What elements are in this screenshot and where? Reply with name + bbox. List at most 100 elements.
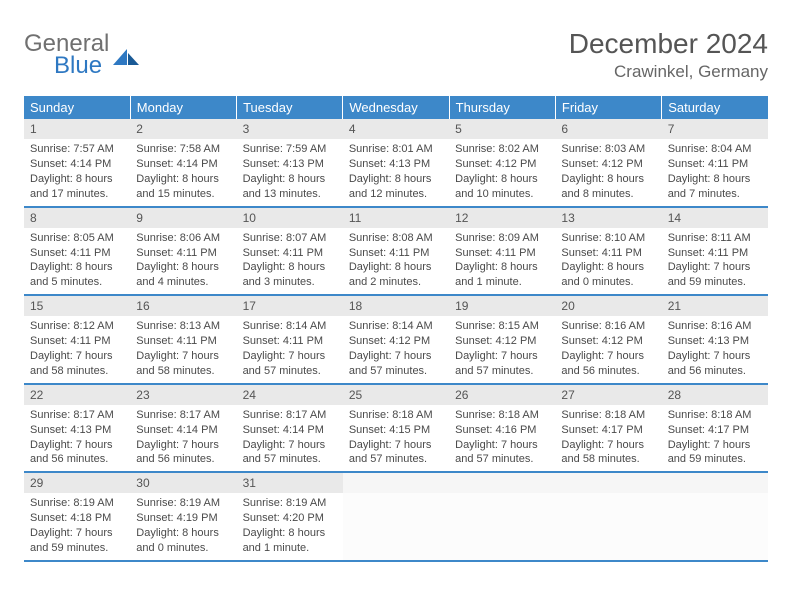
- weekday-header: Saturday: [662, 96, 768, 119]
- calendar-day-cell: 9Sunrise: 8:06 AMSunset: 4:11 PMDaylight…: [130, 207, 236, 296]
- day-details: Sunrise: 8:11 AMSunset: 4:11 PMDaylight:…: [662, 228, 768, 294]
- sunset-text: Sunset: 4:11 PM: [136, 246, 230, 261]
- daylight-line1: Daylight: 7 hours: [668, 349, 762, 364]
- day-details: Sunrise: 8:19 AMSunset: 4:18 PMDaylight:…: [24, 493, 130, 559]
- day-details: Sunrise: 8:08 AMSunset: 4:11 PMDaylight:…: [343, 228, 449, 294]
- daylight-line2: and 1 minute.: [243, 541, 337, 556]
- day-number: 30: [130, 473, 236, 493]
- calendar-day-cell: 18Sunrise: 8:14 AMSunset: 4:12 PMDayligh…: [343, 295, 449, 384]
- daylight-line2: and 4 minutes.: [136, 275, 230, 290]
- daylight-line2: and 58 minutes.: [30, 364, 124, 379]
- sunrise-text: Sunrise: 8:07 AM: [243, 231, 337, 246]
- sunrise-text: Sunrise: 8:05 AM: [30, 231, 124, 246]
- daylight-line2: and 57 minutes.: [349, 452, 443, 467]
- sunset-text: Sunset: 4:11 PM: [30, 246, 124, 261]
- day-details: Sunrise: 8:19 AMSunset: 4:20 PMDaylight:…: [237, 493, 343, 559]
- day-details: Sunrise: 8:18 AMSunset: 4:15 PMDaylight:…: [343, 405, 449, 471]
- logo-blue: Blue: [54, 54, 109, 78]
- sunrise-text: Sunrise: 7:57 AM: [30, 142, 124, 157]
- day-number: 9: [130, 208, 236, 228]
- daylight-line1: Daylight: 8 hours: [455, 260, 549, 275]
- calendar-day-cell: 29Sunrise: 8:19 AMSunset: 4:18 PMDayligh…: [24, 472, 130, 561]
- daylight-line2: and 57 minutes.: [243, 452, 337, 467]
- sunset-text: Sunset: 4:14 PM: [30, 157, 124, 172]
- logo-text-block: General Blue: [24, 32, 109, 78]
- daylight-line1: Daylight: 8 hours: [30, 260, 124, 275]
- daylight-line2: and 7 minutes.: [668, 187, 762, 202]
- daylight-line1: Daylight: 8 hours: [668, 172, 762, 187]
- day-details: Sunrise: 8:06 AMSunset: 4:11 PMDaylight:…: [130, 228, 236, 294]
- sunrise-text: Sunrise: 8:17 AM: [243, 408, 337, 423]
- calendar-day-cell: 19Sunrise: 8:15 AMSunset: 4:12 PMDayligh…: [449, 295, 555, 384]
- day-details: Sunrise: 8:04 AMSunset: 4:11 PMDaylight:…: [662, 139, 768, 205]
- day-number: 28: [662, 385, 768, 405]
- calendar-week-row: 1Sunrise: 7:57 AMSunset: 4:14 PMDaylight…: [24, 119, 768, 207]
- daylight-line1: Daylight: 7 hours: [349, 438, 443, 453]
- daylight-line1: Daylight: 8 hours: [243, 526, 337, 541]
- sunrise-text: Sunrise: 8:10 AM: [561, 231, 655, 246]
- sunrise-text: Sunrise: 8:16 AM: [561, 319, 655, 334]
- daylight-line1: Daylight: 8 hours: [136, 526, 230, 541]
- calendar-body: 1Sunrise: 7:57 AMSunset: 4:14 PMDaylight…: [24, 119, 768, 561]
- day-number: 29: [24, 473, 130, 493]
- daylight-line1: Daylight: 8 hours: [30, 172, 124, 187]
- sunset-text: Sunset: 4:13 PM: [349, 157, 443, 172]
- calendar-head: SundayMondayTuesdayWednesdayThursdayFrid…: [24, 96, 768, 119]
- day-number: [343, 473, 449, 493]
- sunrise-text: Sunrise: 7:58 AM: [136, 142, 230, 157]
- daylight-line1: Daylight: 8 hours: [243, 260, 337, 275]
- day-details: Sunrise: 7:59 AMSunset: 4:13 PMDaylight:…: [237, 139, 343, 205]
- sunset-text: Sunset: 4:12 PM: [455, 157, 549, 172]
- daylight-line2: and 0 minutes.: [136, 541, 230, 556]
- sunrise-text: Sunrise: 8:18 AM: [455, 408, 549, 423]
- day-number: [449, 473, 555, 493]
- daylight-line2: and 58 minutes.: [561, 452, 655, 467]
- sunset-text: Sunset: 4:17 PM: [561, 423, 655, 438]
- daylight-line2: and 57 minutes.: [455, 364, 549, 379]
- day-number: 31: [237, 473, 343, 493]
- calendar-day-cell: 4Sunrise: 8:01 AMSunset: 4:13 PMDaylight…: [343, 119, 449, 207]
- daylight-line2: and 59 minutes.: [668, 452, 762, 467]
- daylight-line1: Daylight: 7 hours: [349, 349, 443, 364]
- sunset-text: Sunset: 4:11 PM: [243, 334, 337, 349]
- day-details: Sunrise: 8:09 AMSunset: 4:11 PMDaylight:…: [449, 228, 555, 294]
- calendar-day-cell: 11Sunrise: 8:08 AMSunset: 4:11 PMDayligh…: [343, 207, 449, 296]
- calendar-week-row: 22Sunrise: 8:17 AMSunset: 4:13 PMDayligh…: [24, 384, 768, 473]
- day-number: 10: [237, 208, 343, 228]
- sunrise-text: Sunrise: 8:18 AM: [561, 408, 655, 423]
- calendar-day-cell: 20Sunrise: 8:16 AMSunset: 4:12 PMDayligh…: [555, 295, 661, 384]
- daylight-line2: and 58 minutes.: [136, 364, 230, 379]
- sunset-text: Sunset: 4:11 PM: [668, 157, 762, 172]
- sunset-text: Sunset: 4:12 PM: [349, 334, 443, 349]
- calendar-day-cell: 22Sunrise: 8:17 AMSunset: 4:13 PMDayligh…: [24, 384, 130, 473]
- daylight-line1: Daylight: 7 hours: [30, 349, 124, 364]
- day-number: 2: [130, 119, 236, 139]
- sunset-text: Sunset: 4:20 PM: [243, 511, 337, 526]
- daylight-line2: and 15 minutes.: [136, 187, 230, 202]
- daylight-line1: Daylight: 7 hours: [455, 438, 549, 453]
- daylight-line1: Daylight: 8 hours: [561, 260, 655, 275]
- day-number: 16: [130, 296, 236, 316]
- daylight-line1: Daylight: 7 hours: [668, 438, 762, 453]
- sunrise-text: Sunrise: 7:59 AM: [243, 142, 337, 157]
- day-details: Sunrise: 8:18 AMSunset: 4:16 PMDaylight:…: [449, 405, 555, 471]
- sunset-text: Sunset: 4:19 PM: [136, 511, 230, 526]
- calendar-day-cell: 31Sunrise: 8:19 AMSunset: 4:20 PMDayligh…: [237, 472, 343, 561]
- daylight-line2: and 10 minutes.: [455, 187, 549, 202]
- daylight-line1: Daylight: 8 hours: [136, 172, 230, 187]
- day-number: 17: [237, 296, 343, 316]
- calendar-day-cell: 2 Sunrise: 7:58 AMSunset: 4:14 PMDaylight…: [130, 119, 236, 207]
- sunset-text: Sunset: 4:11 PM: [561, 246, 655, 261]
- calendar-week-row: 29Sunrise: 8:19 AMSunset: 4:18 PMDayligh…: [24, 472, 768, 561]
- sunset-text: Sunset: 4:12 PM: [561, 334, 655, 349]
- day-number: 13: [555, 208, 661, 228]
- header: General Blue December 2024 Crawinkel, Ge…: [24, 28, 768, 82]
- calendar-day-cell: 26Sunrise: 8:18 AMSunset: 4:16 PMDayligh…: [449, 384, 555, 473]
- sunset-text: Sunset: 4:16 PM: [455, 423, 549, 438]
- daylight-line2: and 56 minutes.: [668, 364, 762, 379]
- sunset-text: Sunset: 4:14 PM: [136, 157, 230, 172]
- sunset-text: Sunset: 4:11 PM: [136, 334, 230, 349]
- sunset-text: Sunset: 4:11 PM: [668, 246, 762, 261]
- title-block: December 2024 Crawinkel, Germany: [569, 28, 768, 82]
- day-number: 15: [24, 296, 130, 316]
